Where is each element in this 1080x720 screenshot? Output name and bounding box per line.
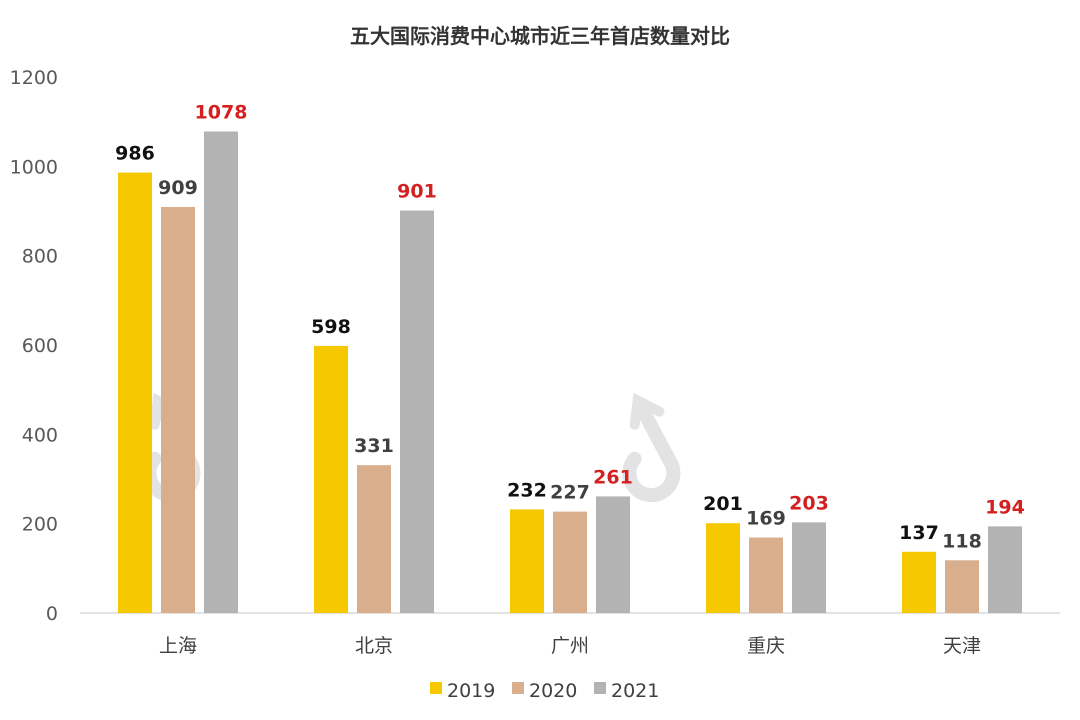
bar-2019 [902,551,936,613]
legend-label: 2019 [447,680,495,702]
y-tick-label: 800 [22,246,58,268]
data-label: 203 [789,492,829,514]
bar-2021 [988,526,1022,613]
bar-2021 [400,210,434,613]
legend-swatch [430,682,442,694]
x-axis: 上海 北京 广州 重庆 天津 [159,635,981,657]
bar-2021 [792,522,826,613]
data-label: 909 [158,177,198,199]
data-label: 261 [593,466,633,488]
bar-2021 [204,131,238,613]
legend-swatch [512,682,524,694]
data-label: 331 [354,435,394,457]
data-label: 137 [899,522,939,544]
bar-2021 [596,496,630,613]
x-tick-label: 上海 [159,635,197,657]
data-label: 901 [397,181,437,203]
watermark-logo [622,392,681,503]
x-tick-label: 北京 [355,635,393,657]
legend-label: 2021 [611,680,659,702]
bar-2019 [706,523,740,613]
chart-title: 五大国际消费中心城市近三年首店数量对比 [350,24,730,48]
y-tick-label: 200 [22,514,58,536]
y-tick-label: 1200 [10,67,58,89]
x-tick-label: 天津 [943,635,981,657]
bar-2019 [314,345,348,613]
data-label: 201 [703,493,743,515]
bar-2019 [118,172,152,613]
y-tick-label: 600 [22,335,58,357]
y-axis: 0 200 400 600 800 1000 1200 [10,67,58,625]
bar-2020 [357,465,391,613]
data-label: 986 [115,143,155,165]
y-tick-label: 1000 [10,156,58,178]
bar-2020 [553,511,587,613]
legend-swatch [594,682,606,694]
data-label: 118 [942,530,982,552]
bar-2020 [749,537,783,613]
data-label: 1078 [195,101,248,123]
data-label: 227 [550,482,590,504]
y-tick-label: 0 [46,603,58,625]
x-tick-label: 重庆 [747,635,785,657]
legend-label: 2020 [529,680,577,702]
bar-2019 [510,509,544,613]
bar-2020 [945,560,979,613]
data-label: 169 [746,508,786,530]
y-tick-label: 400 [22,424,58,446]
x-tick-label: 广州 [551,635,589,657]
legend: 2019 2020 2021 [430,680,659,702]
data-label: 598 [311,316,351,338]
data-label: 232 [507,479,547,501]
bar-2020 [161,206,195,614]
data-label: 194 [985,496,1025,518]
